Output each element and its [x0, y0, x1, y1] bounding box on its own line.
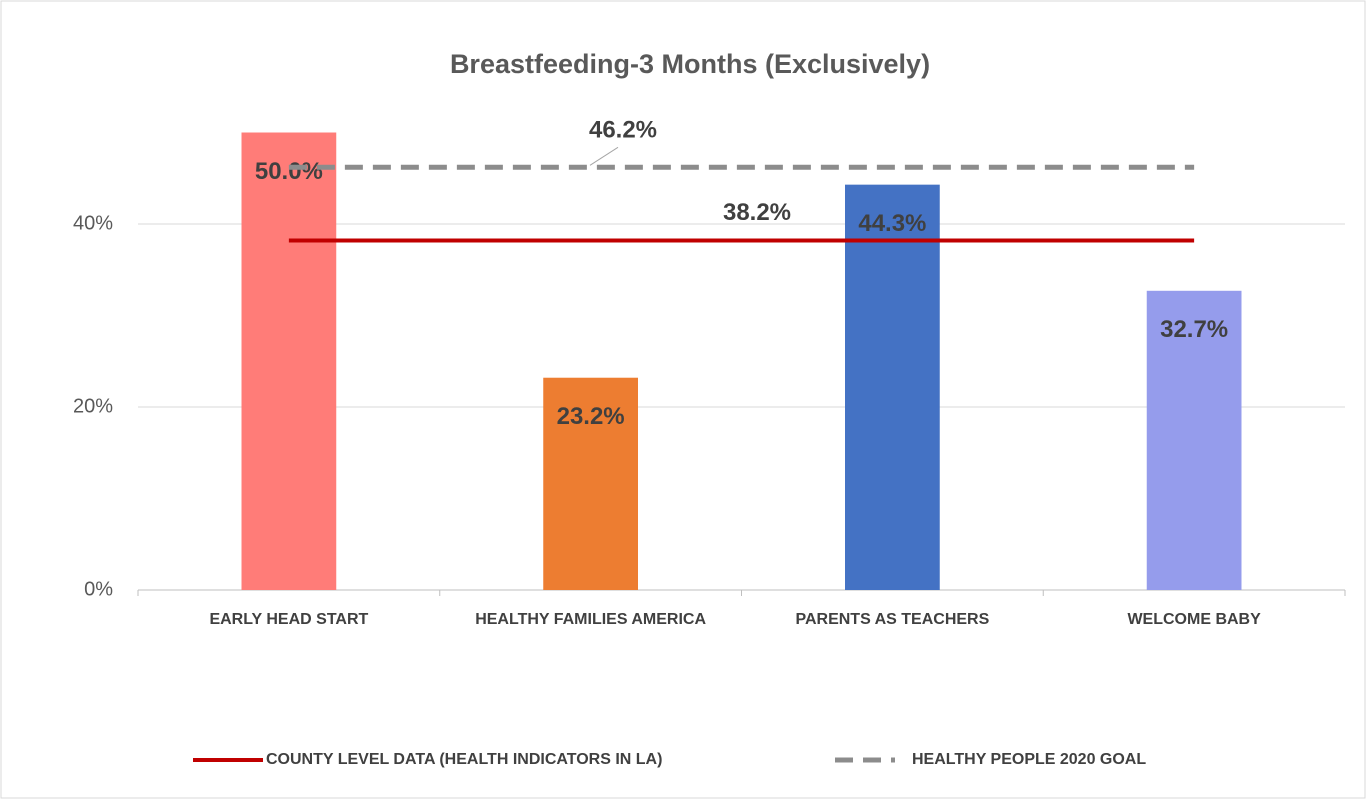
chart-title: Breastfeeding-3 Months (Exclusively) [450, 49, 930, 79]
bar [845, 184, 940, 590]
bar [1146, 290, 1242, 590]
x-tick-label: WELCOME BABY [1127, 611, 1261, 628]
x-tick-label: EARLY HEAD START [209, 611, 368, 628]
data-label: 23.2% [557, 403, 625, 430]
y-tick-label: 20% [73, 395, 113, 417]
reference-label: 38.2% [723, 199, 791, 226]
legend-label: COUNTY LEVEL DATA (HEALTH INDICATORS IN … [266, 751, 662, 768]
x-tick-label: HEALTHY FAMILIES AMERICA [475, 611, 706, 628]
data-label: 44.3% [858, 210, 926, 237]
reference-label: 46.2% [589, 117, 657, 144]
legend-label: HEALTHY PEOPLE 2020 GOAL [912, 751, 1146, 768]
bar [241, 132, 337, 590]
x-tick-label: PARENTS AS TEACHERS [795, 611, 989, 628]
leader-line [589, 146, 619, 166]
data-label: 32.7% [1160, 316, 1228, 343]
data-label: 50.0% [255, 158, 323, 185]
y-tick-label: 0% [84, 578, 113, 600]
y-tick-label: 40% [73, 212, 113, 234]
bar [543, 377, 638, 590]
